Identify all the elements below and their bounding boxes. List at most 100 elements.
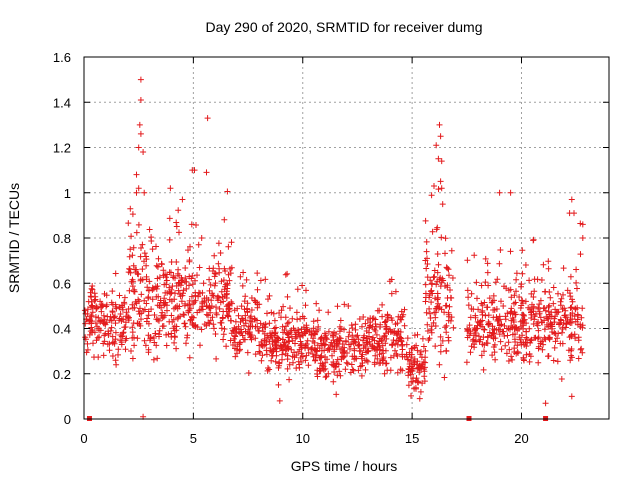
- data-point: [346, 329, 353, 336]
- data-point: [309, 351, 316, 357]
- data-point: [271, 325, 278, 332]
- data-point: [96, 317, 103, 324]
- data-point: [420, 366, 427, 373]
- data-point: [289, 353, 296, 360]
- data-point: [234, 305, 241, 312]
- data-point: [394, 330, 401, 337]
- data-point: [210, 321, 217, 328]
- data-point: [244, 300, 251, 307]
- data-point: [128, 278, 135, 285]
- data-point: [552, 330, 559, 337]
- data-point: [257, 277, 264, 284]
- data-point: [352, 326, 359, 333]
- data-point: [314, 373, 321, 380]
- data-point: [156, 327, 163, 334]
- data-point: [567, 312, 574, 318]
- data-point: [222, 268, 229, 274]
- data-point: [336, 323, 343, 330]
- data-point: [530, 236, 537, 243]
- data-point: [211, 325, 217, 332]
- data-point: [552, 338, 559, 345]
- data-point: [211, 252, 218, 259]
- data-point: [364, 358, 371, 365]
- data-point: [446, 272, 452, 279]
- data-point: [285, 319, 292, 326]
- data-point: [354, 332, 361, 339]
- data-point: [169, 318, 176, 325]
- data-point: [243, 276, 250, 283]
- data-point: [488, 332, 495, 339]
- data-point: [427, 277, 434, 284]
- data-point: [99, 303, 106, 310]
- data-point: [367, 341, 373, 348]
- data-point: [423, 248, 430, 255]
- y-axis-title: SRMTID / TECUs: [6, 183, 22, 293]
- data-point: [507, 189, 514, 196]
- data-point: [434, 251, 441, 257]
- data-point: [303, 341, 310, 347]
- data-point: [261, 336, 268, 342]
- data-point: [474, 295, 480, 302]
- data-point: [409, 345, 416, 352]
- data-point: [526, 277, 533, 284]
- data-point: [179, 196, 186, 203]
- data-point: [230, 342, 236, 348]
- data-point: [335, 341, 342, 348]
- data-point: [316, 368, 323, 375]
- data-point: [537, 297, 544, 304]
- data-point: [435, 155, 442, 162]
- data-point: [322, 374, 329, 381]
- data-point: [92, 320, 99, 327]
- data-point: [517, 336, 524, 343]
- data-point: [435, 261, 442, 268]
- data-point: [105, 328, 112, 335]
- data-point: [304, 337, 311, 344]
- data-point: [211, 273, 218, 280]
- data-point: [418, 354, 425, 361]
- data-point: [435, 186, 442, 193]
- data-point: [258, 338, 265, 345]
- data-point: [185, 302, 191, 309]
- data-point: [191, 167, 198, 174]
- data-point: [118, 339, 125, 346]
- data-point: [298, 340, 305, 347]
- data-point: [341, 326, 347, 333]
- data-point: [149, 286, 156, 293]
- data-point: [146, 278, 153, 285]
- data-point: [448, 314, 455, 321]
- data-point: [176, 229, 182, 236]
- data-point: [186, 273, 193, 280]
- data-point: [131, 342, 138, 349]
- data-point: [506, 346, 513, 353]
- data-point: [183, 278, 190, 285]
- data-point: [129, 211, 136, 218]
- data-point: [434, 224, 441, 231]
- data-point: [106, 317, 113, 324]
- data-point: [500, 303, 507, 309]
- data-point: [505, 358, 512, 364]
- data-point: [520, 325, 527, 332]
- data-point: [513, 288, 519, 295]
- data-point: [579, 324, 586, 331]
- data-point: [530, 303, 537, 310]
- data-point: [485, 319, 492, 325]
- data-point: [224, 312, 231, 319]
- y-tick-label: 1: [64, 186, 71, 201]
- data-point: [449, 275, 456, 281]
- data-point: [567, 293, 574, 300]
- data-point: [350, 367, 357, 374]
- data-point: [405, 382, 412, 389]
- data-point: [189, 281, 196, 288]
- data-point: [349, 366, 356, 373]
- data-point: [426, 305, 433, 312]
- data-point: [130, 320, 137, 327]
- data-point: [228, 239, 235, 246]
- data-point: [213, 310, 220, 316]
- data-point: [533, 320, 540, 327]
- data-point: [145, 320, 152, 327]
- data-point: [411, 385, 418, 392]
- data-point: [511, 325, 518, 332]
- data-point: [343, 338, 349, 345]
- data-point: [289, 315, 296, 322]
- data-point: [286, 376, 293, 383]
